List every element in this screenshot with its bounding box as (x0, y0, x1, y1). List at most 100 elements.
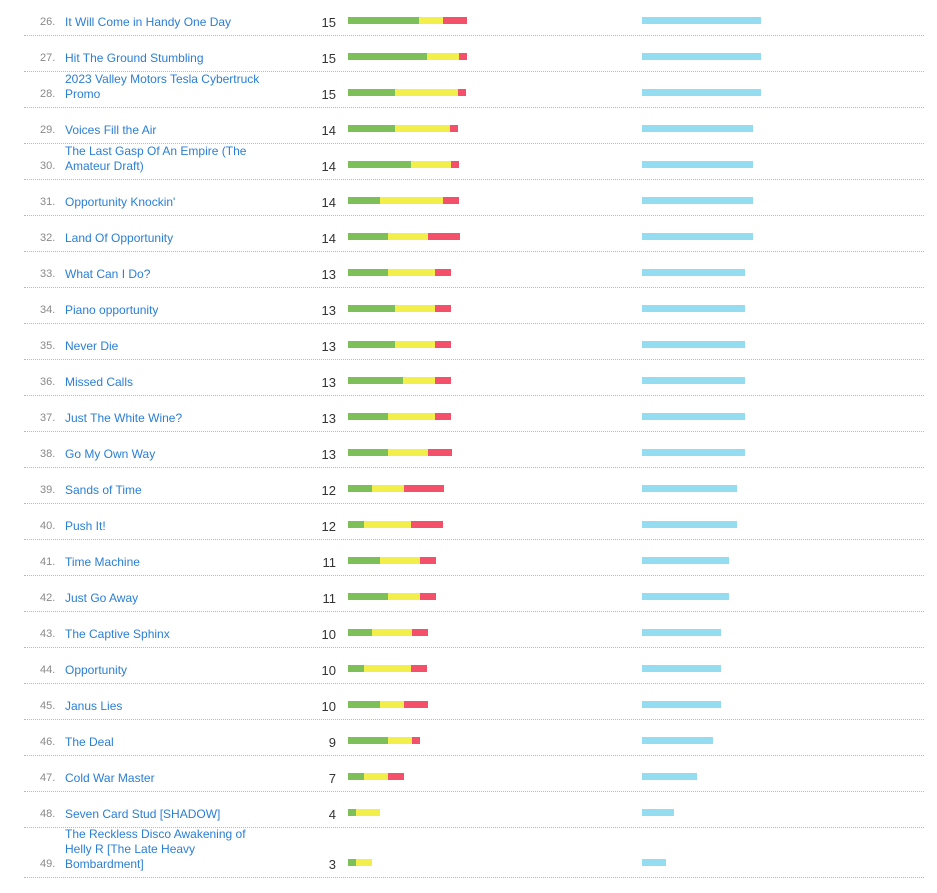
score-value: 13 (321, 411, 336, 426)
table-row: 33. What Can I Do? 13 (24, 252, 924, 288)
item-title-link[interactable]: Piano opportunity (65, 303, 159, 317)
total-bar (642, 701, 721, 708)
item-title-link[interactable]: What Can I Do? (65, 267, 151, 281)
score-value: 12 (321, 483, 336, 498)
item-title-link[interactable]: Never Die (65, 339, 119, 353)
item-title-link[interactable]: Hit The Ground Stumbling (65, 51, 204, 65)
positive-segment (348, 233, 388, 240)
positive-segment (348, 737, 388, 744)
total-bar (642, 161, 753, 168)
score-value: 13 (321, 303, 336, 318)
positive-segment (348, 809, 356, 816)
table-row: 38. Go My Own Way 13 (24, 432, 924, 468)
rank-number: 32. (40, 232, 56, 244)
item-title-link[interactable]: It Will Come in Handy One Day (65, 15, 232, 29)
item-title-link[interactable]: The Reckless Disco Awakening of Helly R … (65, 827, 246, 871)
positive-segment (348, 859, 356, 866)
table-row: 35. Never Die 13 (24, 324, 924, 360)
negative-segment (435, 341, 451, 348)
stacked-bar (348, 161, 459, 168)
item-title-link[interactable]: Sands of Time (65, 483, 142, 497)
negative-segment (420, 593, 436, 600)
neutral-segment (395, 341, 435, 348)
item-title-link[interactable]: The Last Gasp Of An Empire (The Amateur … (65, 144, 247, 173)
rank-number: 43. (40, 628, 56, 640)
positive-segment (348, 125, 395, 132)
score-value: 9 (328, 735, 336, 750)
positive-segment (348, 341, 395, 348)
total-bar (642, 809, 674, 816)
total-bar (642, 629, 721, 636)
rank-number: 28. (40, 88, 56, 100)
stacked-bar (348, 557, 436, 564)
neutral-segment (388, 413, 435, 420)
item-title-link[interactable]: Janus Lies (65, 699, 123, 713)
item-title-link[interactable]: 2023 Valley Motors Tesla Cybertruck Prom… (65, 72, 260, 101)
item-title-link[interactable]: Cold War Master (65, 771, 155, 785)
positive-segment (348, 17, 419, 24)
item-title-link[interactable]: Voices Fill the Air (65, 123, 157, 137)
score-value: 4 (328, 807, 336, 822)
table-row: 43. The Captive Sphinx 10 (24, 612, 924, 648)
stacked-bar (348, 449, 452, 456)
item-title-link[interactable]: The Deal (65, 735, 114, 749)
score-value: 11 (322, 591, 337, 606)
positive-segment (348, 269, 388, 276)
table-row: 31. Opportunity Knockin' 14 (24, 180, 924, 216)
total-bar (642, 665, 721, 672)
table-row: 29. Voices Fill the Air 14 (24, 108, 924, 144)
score-value: 14 (321, 195, 336, 210)
total-bar (642, 197, 753, 204)
item-title-link[interactable]: The Captive Sphinx (65, 627, 170, 641)
stacked-bar (348, 233, 460, 240)
neutral-segment (411, 161, 451, 168)
total-bar (642, 593, 729, 600)
negative-segment (388, 773, 404, 780)
positive-segment (348, 773, 364, 780)
positive-segment (348, 161, 411, 168)
stacked-bar (348, 773, 404, 780)
table-row: 36. Missed Calls 13 (24, 360, 924, 396)
item-title-link[interactable]: Time Machine (65, 555, 140, 569)
score-value: 13 (321, 375, 336, 390)
item-title-link[interactable]: Land Of Opportunity (65, 231, 174, 245)
item-title-link[interactable]: Just The White Wine? (65, 411, 183, 425)
neutral-segment (403, 377, 435, 384)
stacked-bar (348, 53, 467, 60)
table-row: 45. Janus Lies 10 (24, 684, 924, 720)
item-title-link[interactable]: Go My Own Way (65, 447, 156, 461)
table-row: 28. 2023 Valley Motors Tesla Cybertruck P… (24, 72, 924, 108)
stacked-bar (348, 665, 427, 672)
stacked-bar (348, 737, 420, 744)
rank-number: 31. (40, 196, 56, 208)
rank-number: 37. (40, 412, 56, 424)
score-value: 10 (321, 699, 336, 714)
stacked-bar (348, 593, 436, 600)
stacked-bar (348, 521, 443, 528)
item-title-link[interactable]: Missed Calls (65, 375, 134, 389)
positive-segment (348, 593, 388, 600)
score-value: 14 (321, 231, 336, 246)
score-value: 3 (328, 857, 336, 872)
stacked-bar (348, 305, 451, 312)
negative-segment (404, 485, 444, 492)
item-title-link[interactable]: Opportunity (65, 663, 128, 677)
rank-number: 48. (40, 808, 56, 820)
stacked-bar (348, 809, 380, 816)
positive-segment (348, 197, 380, 204)
positive-segment (348, 665, 364, 672)
neutral-segment (388, 449, 428, 456)
table-row: 26. It Will Come in Handy One Day 15 (24, 0, 924, 36)
positive-segment (348, 53, 427, 60)
neutral-segment (356, 859, 372, 866)
item-title-link[interactable]: Push It! (65, 519, 106, 533)
total-bar (642, 53, 761, 60)
negative-segment (443, 197, 459, 204)
stacked-bar (348, 377, 451, 384)
item-title-link[interactable]: Opportunity Knockin' (65, 195, 176, 209)
positive-segment (348, 449, 388, 456)
item-title-link[interactable]: Just Go Away (65, 591, 139, 605)
item-title-link[interactable]: Seven Card Stud [SHADOW] (65, 807, 221, 821)
neutral-segment (364, 521, 411, 528)
stacked-bar (348, 17, 467, 24)
